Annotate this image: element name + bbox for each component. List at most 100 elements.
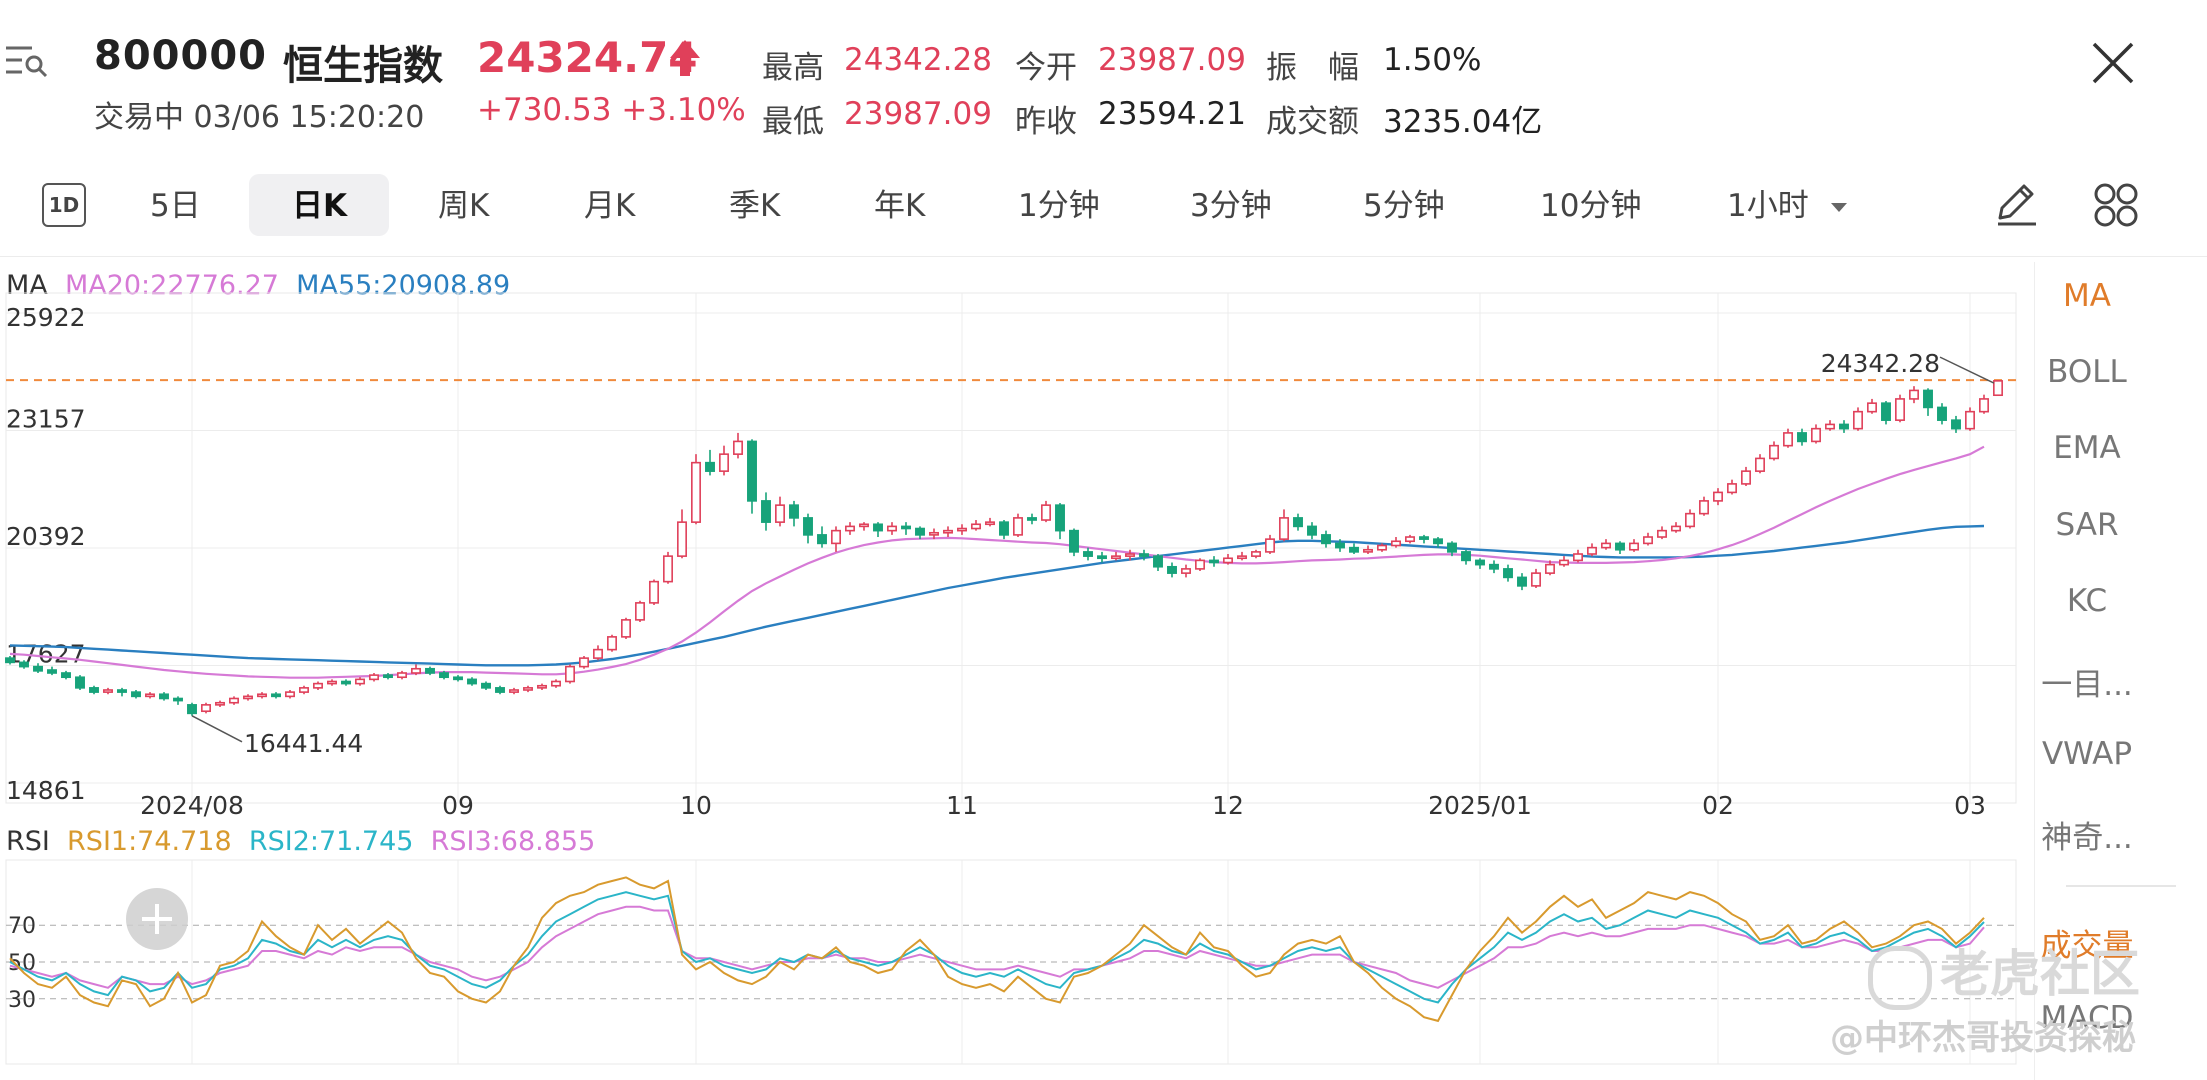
candle-body — [705, 461, 715, 472]
candle-body — [369, 674, 379, 681]
candle-body — [1825, 423, 1835, 430]
candle-body — [355, 678, 365, 685]
candle-body — [985, 521, 995, 526]
close-icon[interactable] — [2088, 38, 2138, 88]
candle-body — [1643, 536, 1653, 545]
candle-body — [1657, 529, 1667, 538]
candle-body — [1069, 529, 1079, 553]
y-tick-label: 23157 — [6, 404, 86, 433]
candle-body — [1475, 559, 1485, 566]
tab-weekly-k[interactable]: 周K — [438, 188, 490, 224]
candle-body — [523, 687, 533, 691]
candle-body — [677, 521, 687, 557]
y-tick-label: 20392 — [6, 522, 86, 551]
rsi2-line — [9, 891, 1985, 1004]
candle-body — [1111, 555, 1121, 560]
candle-body — [1237, 555, 1247, 560]
rsi-legend-label: RSI — [6, 826, 50, 857]
indicator-magic[interactable]: 神奇... — [2041, 820, 2133, 856]
candle-body — [761, 500, 771, 523]
trading-status: 交易中 03/06 15:20:20 — [94, 100, 425, 135]
amplitude-value: 1.50% — [1383, 42, 1482, 78]
x-tick-label: 10 — [680, 791, 712, 820]
indicator-ema[interactable]: EMA — [2053, 430, 2121, 466]
tab-5day[interactable]: 5日 — [150, 188, 201, 224]
candle-body — [1265, 538, 1275, 553]
candle-body — [859, 523, 869, 528]
candle-body — [33, 665, 43, 672]
indicator-sar[interactable]: SAR — [2055, 507, 2119, 543]
candle-body — [901, 525, 911, 530]
tab-quarterly-k[interactable]: 季K — [729, 188, 781, 224]
tab-yearly-k[interactable]: 年K — [874, 188, 926, 224]
candle-body — [1811, 427, 1821, 443]
candle-body — [1209, 559, 1219, 564]
candle-body — [271, 693, 281, 698]
ma-legend-label: MA — [6, 270, 48, 301]
candle-body — [1783, 432, 1793, 447]
candle-body — [789, 504, 799, 519]
x-tick-label: 11 — [946, 791, 978, 820]
candle-body — [1223, 557, 1233, 564]
candle-body — [1699, 500, 1709, 515]
low-label: 最低 — [762, 104, 824, 140]
menu-list-icon[interactable] — [4, 40, 48, 84]
indicator-boll[interactable]: BOLL — [2047, 354, 2127, 390]
tab-1min[interactable]: 1分钟 — [1018, 188, 1100, 224]
candle-body — [621, 619, 631, 638]
candle-body — [411, 667, 421, 674]
stock-code: 800000 — [94, 33, 267, 79]
turnover-label: 成交额 — [1266, 104, 1359, 140]
candle-body — [1909, 389, 1919, 400]
candle-body — [75, 676, 85, 689]
candle-body — [215, 701, 225, 706]
candle-body — [1279, 517, 1289, 540]
indicator-ma[interactable]: MA — [2063, 278, 2111, 314]
candle-body — [243, 695, 253, 700]
tab-1hour[interactable]: 1小时 — [1727, 176, 1847, 236]
draw-pen-icon[interactable] — [1992, 180, 2040, 228]
candle-body — [1517, 576, 1527, 587]
tab-5min[interactable]: 5分钟 — [1363, 188, 1445, 224]
candle-body — [1489, 563, 1499, 570]
y-tick-label: 14861 — [6, 776, 86, 805]
high-annotation-leader — [1939, 356, 1995, 384]
candle-body — [1503, 568, 1513, 579]
candle-body — [61, 672, 71, 679]
candle-body — [551, 680, 561, 687]
candle-body — [649, 580, 659, 604]
candle-body — [117, 689, 127, 693]
candle-body — [131, 691, 141, 698]
x-tick-label: 2025/01 — [1428, 791, 1532, 820]
indicator-kc[interactable]: KC — [2066, 583, 2108, 619]
indicator-vwap[interactable]: VWAP — [2041, 736, 2133, 772]
one-day-button[interactable]: 1D — [42, 183, 86, 227]
current-price: 24324.74 — [477, 33, 698, 82]
candle-body — [1531, 572, 1541, 587]
indicator-ichimoku[interactable]: 一目... — [2041, 667, 2133, 703]
candle-body — [19, 661, 29, 668]
tab-monthly-k[interactable]: 月K — [584, 188, 636, 224]
candle-body — [537, 684, 547, 689]
tab-daily-k[interactable]: 日K — [292, 188, 348, 224]
high-value: 24342.28 — [844, 42, 992, 78]
watermark-logo: 老虎社区 — [1868, 934, 2140, 1010]
watermark-text: 老虎社区 — [1940, 945, 2140, 1003]
indicator-volume[interactable]: 成交量 — [2040, 928, 2134, 964]
y-tick-label: 25922 — [6, 303, 86, 332]
tab-10min[interactable]: 10分钟 — [1540, 188, 1642, 224]
high-annotation-label: 24342.28 — [1821, 349, 1940, 378]
prev-close-label: 昨收 — [1015, 104, 1077, 140]
ma20-line — [9, 445, 1985, 679]
candle-body — [1671, 525, 1681, 532]
indicator-macd[interactable]: MACD — [2040, 1000, 2134, 1036]
grid-layout-icon[interactable] — [2093, 182, 2139, 228]
add-indicator-button[interactable] — [126, 888, 188, 950]
candle-body — [1573, 553, 1583, 562]
candle-body — [1937, 406, 1947, 421]
rsi1-legend: RSI1:74.718 — [67, 826, 232, 857]
candle-body — [1867, 402, 1877, 413]
tab-3min[interactable]: 3分钟 — [1190, 188, 1272, 224]
candle-body — [397, 672, 407, 679]
